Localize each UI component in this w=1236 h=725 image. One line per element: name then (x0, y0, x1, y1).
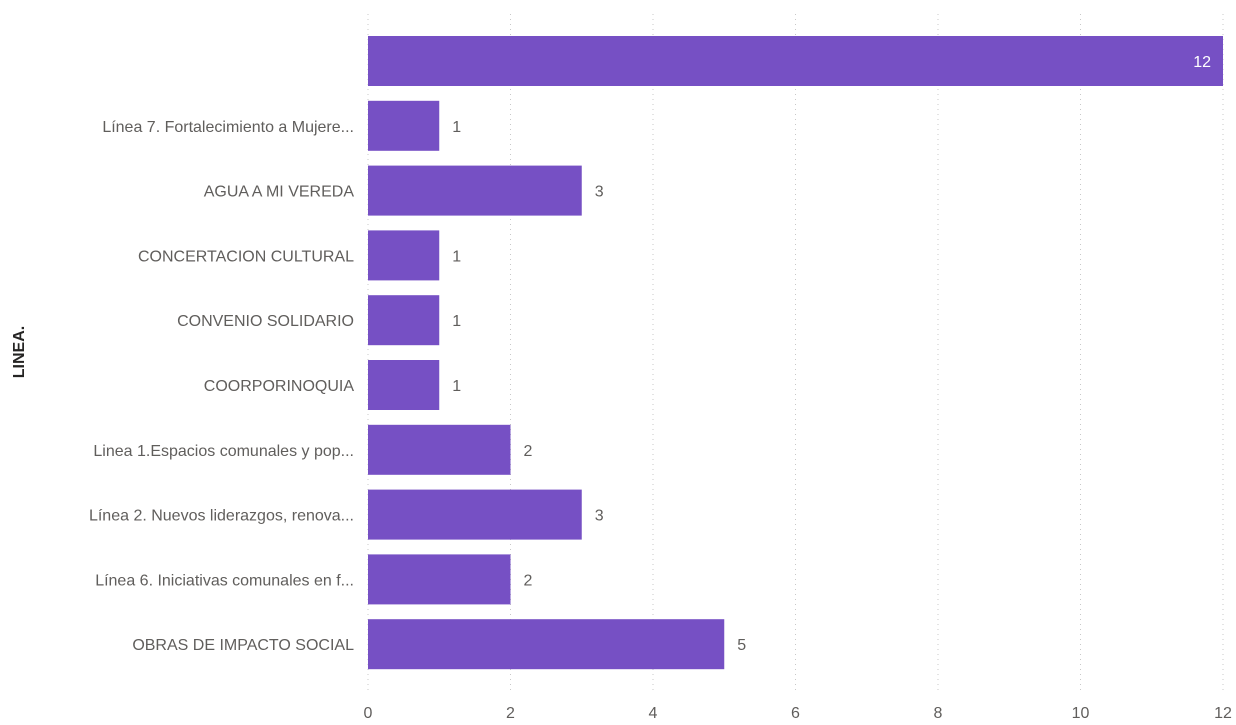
category-label: Linea 1.Espacios comunales y pop... (93, 443, 354, 460)
data-label: 3 (595, 184, 604, 201)
bar[interactable] (368, 424, 511, 475)
category-label: COORPORINOQUIA (204, 378, 355, 395)
data-label: 2 (524, 572, 533, 589)
data-label: 3 (595, 508, 604, 525)
data-label: 5 (737, 637, 746, 654)
data-label: 1 (452, 313, 461, 330)
bar[interactable] (368, 295, 440, 346)
category-label: Línea 6. Iniciativas comunales en f... (95, 572, 354, 589)
category-labels: Línea 7. Fortalecimiento a Mujere... AGUA… (89, 119, 354, 654)
bar[interactable] (368, 489, 582, 540)
category-label: AGUA A MI VEREDA (204, 184, 355, 201)
category-label: Línea 7. Fortalecimiento a Mujere... (102, 119, 354, 136)
x-tick-label: 8 (934, 705, 943, 722)
bar[interactable] (368, 165, 582, 216)
category-label: CONVENIO SOLIDARIO (177, 313, 354, 330)
data-label: 12 (1193, 54, 1211, 71)
bar[interactable] (368, 360, 440, 410)
x-tick-label: 12 (1214, 705, 1232, 722)
bar[interactable] (368, 554, 511, 605)
category-label: CONCERTACION CULTURAL (138, 248, 354, 265)
x-tick-label: 6 (791, 705, 800, 722)
bar[interactable] (368, 100, 440, 151)
category-label: Línea 2. Nuevos liderazgos, renova... (89, 508, 354, 525)
bar[interactable] (368, 619, 725, 670)
data-label: 1 (452, 248, 461, 265)
x-tick-label: 10 (1072, 705, 1090, 722)
y-axis-title: LINEA. (11, 326, 28, 378)
x-tick-label: 0 (364, 705, 373, 722)
category-label: OBRAS DE IMPACTO SOCIAL (132, 637, 354, 654)
bar[interactable] (368, 230, 440, 281)
data-label: 1 (452, 119, 461, 136)
x-axis-ticks: 0 2 4 6 8 10 12 (364, 705, 1232, 722)
data-label: 2 (524, 443, 533, 460)
bar[interactable] (368, 36, 1223, 86)
x-tick-label: 2 (506, 705, 515, 722)
data-label: 1 (452, 378, 461, 395)
bars (368, 36, 1223, 670)
x-tick-label: 4 (649, 705, 658, 722)
